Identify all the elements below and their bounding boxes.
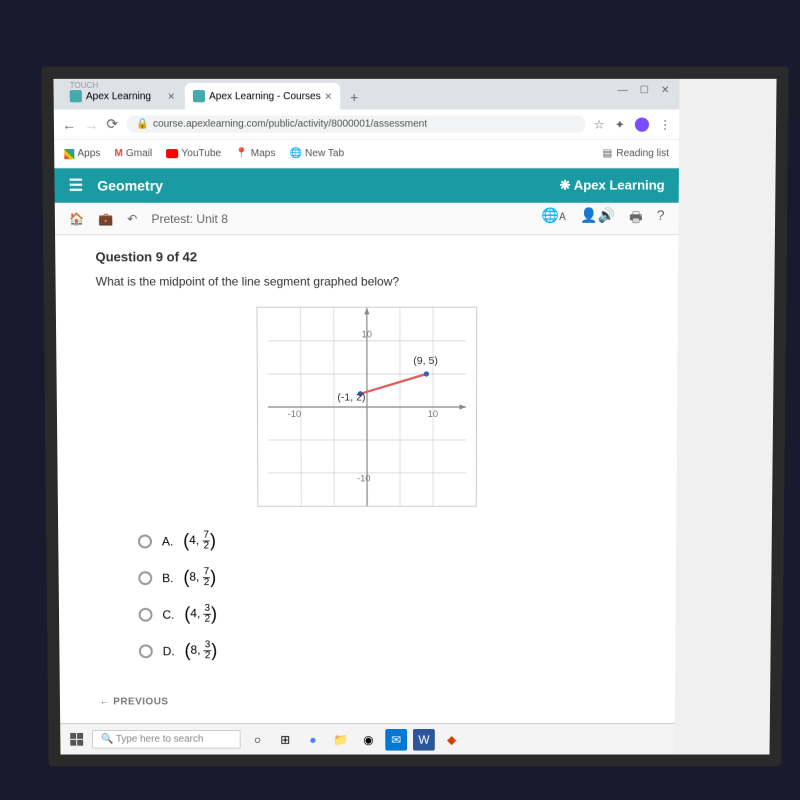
- content-area: Question 9 of 42 What is the midpoint of…: [55, 235, 678, 754]
- start-button[interactable]: [68, 730, 86, 748]
- maps-icon: 📍: [235, 148, 248, 159]
- url-input[interactable]: 🔒 course.apexlearning.com/public/activit…: [126, 116, 585, 133]
- previous-button[interactable]: ← PREVIOUS: [100, 697, 169, 708]
- graph-svg: (-1, 2) (9, 5) 10 10 -10 -10: [257, 308, 476, 506]
- browser-tab[interactable]: Apex Learning - Courses ×: [185, 83, 340, 109]
- tab-title: Apex Learning - Courses: [209, 91, 321, 102]
- minimize-button[interactable]: —: [618, 85, 628, 96]
- graph: (-1, 2) (9, 5) 10 10 -10 -10: [256, 307, 477, 507]
- audio-icon[interactable]: 👤🔊: [580, 206, 615, 230]
- bookmarks-bar: Apps MGmail YouTube 📍Maps 🌐New Tab ▤Read…: [54, 140, 679, 168]
- back-arrow-icon[interactable]: ↶: [127, 211, 137, 225]
- edge-icon[interactable]: ◉: [358, 729, 380, 751]
- url-text: course.apexlearning.com/public/activity/…: [153, 119, 427, 130]
- course-title: Geometry: [97, 177, 163, 193]
- radio-icon[interactable]: [138, 571, 152, 585]
- radio-icon[interactable]: [139, 607, 153, 621]
- help-icon[interactable]: ?: [657, 206, 665, 230]
- back-button[interactable]: ←: [62, 116, 76, 132]
- course-header: ☰ Geometry ❋ Apex Learning: [54, 168, 679, 202]
- profile-icon[interactable]: [635, 117, 649, 131]
- answer-choice-a[interactable]: A. (4, 72): [138, 531, 636, 552]
- brand-label: ❋ Apex Learning: [560, 177, 665, 193]
- close-button[interactable]: ✕: [661, 85, 670, 96]
- bookmark-apps[interactable]: Apps: [64, 148, 100, 159]
- tab-prefix: TOUCH: [70, 81, 99, 90]
- right-tab[interactable]: Apex: [65, 758, 113, 766]
- svg-text:-10: -10: [357, 474, 370, 484]
- chrome-icon[interactable]: ●: [302, 729, 324, 751]
- answer-choice-d[interactable]: D. (8, 32): [139, 640, 636, 661]
- office-icon[interactable]: ◆: [441, 729, 463, 751]
- bookmark-youtube[interactable]: YouTube: [166, 148, 221, 159]
- reading-list-icon: ▤: [603, 148, 613, 159]
- tab-close-icon[interactable]: ×: [325, 89, 332, 103]
- bookmark-maps[interactable]: 📍Maps: [235, 148, 275, 159]
- svg-text:-10: -10: [288, 409, 301, 419]
- choice-letter: C.: [162, 607, 174, 621]
- pretest-label: Pretest: Unit 8: [151, 211, 228, 225]
- svg-text:10: 10: [362, 330, 372, 340]
- extension-icon[interactable]: ✦: [615, 117, 625, 131]
- tab-favicon-icon: [70, 90, 82, 102]
- browser-tab[interactable]: TOUCH Apex Learning ×: [62, 83, 183, 109]
- search-icon: 🔍: [101, 734, 113, 745]
- task-view-icon[interactable]: ⊞: [274, 729, 296, 751]
- taskbar: 🔍 Type here to search ○ ⊞ ● 📁 ◉ ✉ W ◆: [60, 723, 675, 754]
- forward-button[interactable]: →: [84, 116, 98, 132]
- answer-list: A. (4, 72) B. (8, 72) C. (4, 32) D. (8, …: [138, 531, 636, 662]
- tab-title: Apex Learning: [86, 91, 151, 102]
- address-bar: ← → ⟳ 🔒 course.apexlearning.com/public/a…: [54, 109, 680, 139]
- globe-icon: 🌐: [289, 148, 302, 159]
- briefcase-icon[interactable]: 💼: [98, 211, 113, 225]
- lock-icon: 🔒: [136, 119, 149, 130]
- radio-icon[interactable]: [138, 534, 152, 548]
- apps-icon: [64, 149, 74, 159]
- new-tab-button[interactable]: +: [342, 85, 366, 109]
- taskbar-search[interactable]: 🔍 Type here to search: [92, 730, 241, 749]
- radio-icon[interactable]: [139, 644, 153, 658]
- gmail-icon: M: [114, 148, 123, 159]
- answer-choice-b[interactable]: B. (8, 72): [138, 567, 636, 588]
- svg-text:(-1, 2): (-1, 2): [337, 391, 365, 403]
- cortana-icon[interactable]: ○: [247, 729, 269, 751]
- right-browser-window: Apex ← → ⟳ Apps M Microsoft E: [60, 755, 183, 767]
- translate-icon[interactable]: 🌐ᴀ: [541, 206, 566, 230]
- tab-close-icon[interactable]: ×: [168, 89, 175, 103]
- maximize-button[interactable]: ☐: [640, 85, 649, 96]
- reload-button[interactable]: ⟳: [106, 116, 118, 133]
- home-icon[interactable]: 🏠: [69, 211, 84, 225]
- tab-bar: TOUCH Apex Learning × Apex Learning - Co…: [53, 79, 679, 110]
- star-icon[interactable]: ☆: [594, 117, 605, 131]
- svg-text:(9, 5): (9, 5): [413, 355, 438, 367]
- choice-letter: B.: [162, 571, 173, 585]
- file-explorer-icon[interactable]: 📁: [330, 729, 352, 751]
- print-icon[interactable]: 🖶: [629, 206, 642, 230]
- svg-text:10: 10: [428, 409, 438, 419]
- word-icon[interactable]: W: [413, 729, 435, 751]
- brand-icon: ❋: [560, 177, 571, 192]
- question-number: Question 9 of 42: [95, 249, 638, 264]
- reading-list-button[interactable]: ▤Reading list: [603, 148, 669, 159]
- choice-letter: A.: [162, 534, 173, 548]
- youtube-icon: [166, 149, 178, 158]
- bookmark-gmail[interactable]: MGmail: [114, 148, 152, 159]
- choice-letter: D.: [163, 644, 175, 658]
- breadcrumb-bar: 🏠 💼 ↶ Pretest: Unit 8 🌐ᴀ 👤🔊 🖶 ?: [55, 203, 679, 235]
- mail-icon[interactable]: ✉: [385, 729, 407, 751]
- hamburger-icon[interactable]: ☰: [69, 175, 84, 195]
- question-text: What is the midpoint of the line segment…: [96, 274, 638, 288]
- bookmark-newtab[interactable]: 🌐New Tab: [289, 148, 344, 159]
- tab-favicon-icon: [193, 90, 205, 102]
- menu-icon[interactable]: ⋮: [659, 117, 671, 131]
- answer-choice-c[interactable]: C. (4, 32): [138, 604, 635, 625]
